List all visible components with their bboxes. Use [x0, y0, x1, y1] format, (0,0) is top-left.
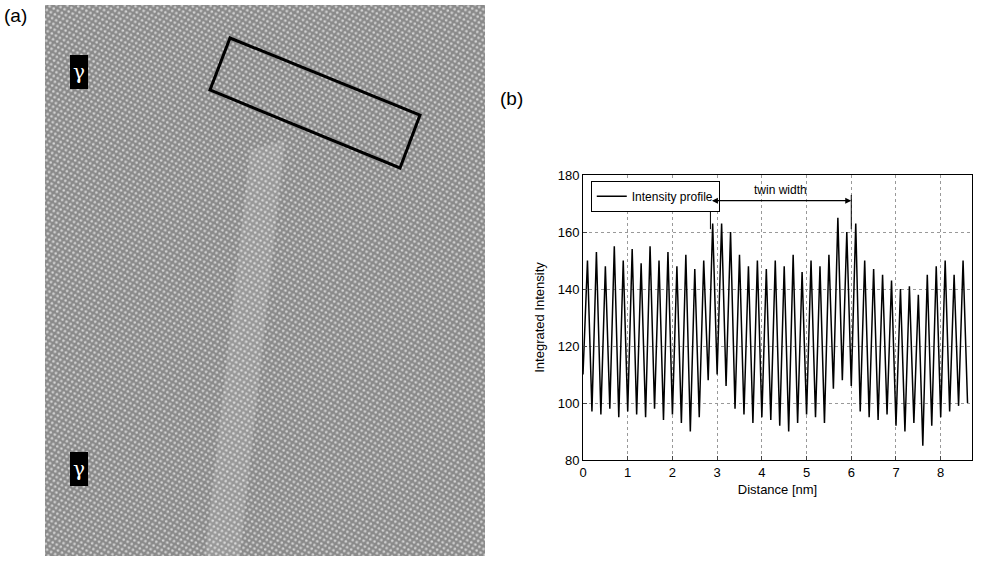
svg-text:1: 1 — [624, 465, 631, 480]
svg-text:γ: γ — [73, 457, 85, 481]
svg-text:140: 140 — [558, 282, 580, 297]
svg-text:2: 2 — [669, 465, 676, 480]
svg-text:Intensity profile: Intensity profile — [632, 190, 713, 204]
svg-text:160: 160 — [558, 225, 580, 240]
svg-text:100: 100 — [558, 396, 580, 411]
svg-text:8: 8 — [937, 465, 944, 480]
svg-text:6: 6 — [848, 465, 855, 480]
svg-text:Integrated Intensity: Integrated Intensity — [532, 262, 547, 373]
svg-text:Distance [nm]: Distance [nm] — [738, 482, 817, 497]
svg-text:80: 80 — [565, 453, 579, 468]
html-text:(b): (b) — [500, 88, 524, 109]
svg-text:3: 3 — [714, 465, 721, 480]
svg-text:0: 0 — [579, 465, 586, 480]
svg-text:γ: γ — [73, 60, 85, 84]
svg-text:7: 7 — [892, 465, 899, 480]
svg-text:120: 120 — [558, 339, 580, 354]
svg-text:(a): (a) — [4, 5, 27, 26]
svg-text:twin width: twin width — [754, 183, 807, 197]
svg-text:4: 4 — [758, 465, 765, 480]
svg-text:5: 5 — [803, 465, 810, 480]
svg-text:180: 180 — [558, 168, 580, 183]
